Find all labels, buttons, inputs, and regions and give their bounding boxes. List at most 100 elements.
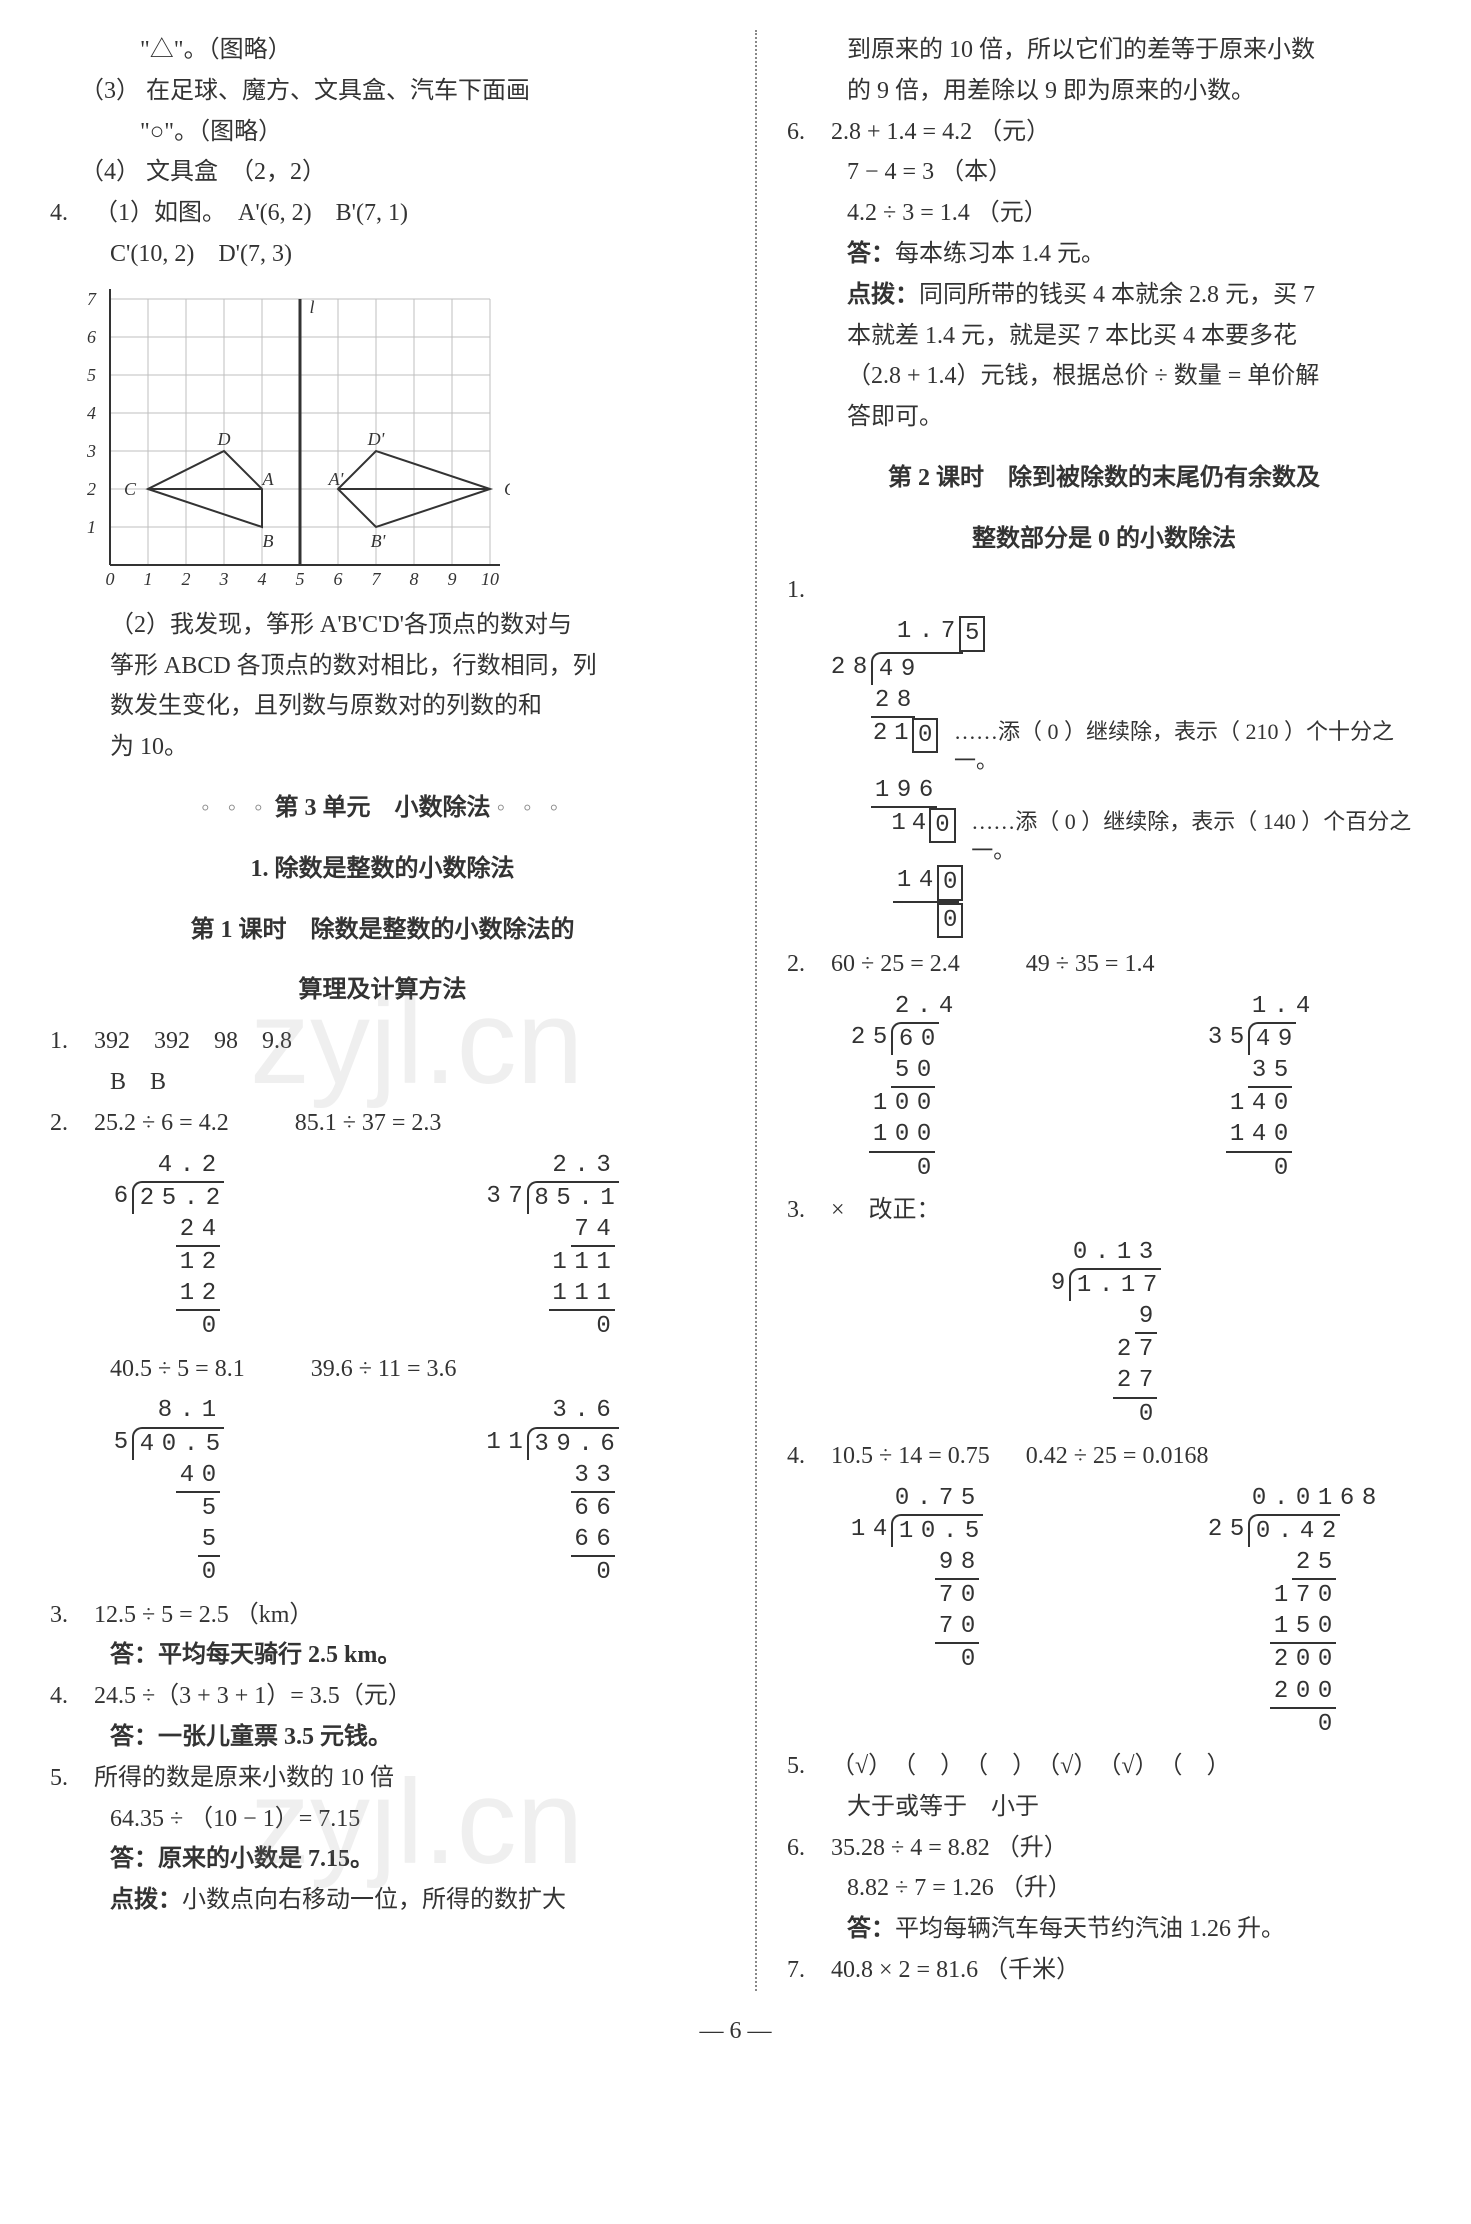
svg-text:4: 4 [87, 403, 96, 423]
long-division: 4.2625.22412120 [50, 1144, 343, 1349]
q-num: 2. [50, 1103, 94, 1144]
answer: 答：一张儿童票 3.5 元钱。 [110, 1724, 392, 1750]
text-line: 本就差 1.4 元，就是买 7 本比买 4 本要多花 [787, 316, 1421, 357]
page-columns: "△"。（图略） （3） 在足球、魔方、文具盒、汽车下面画 "○"。（图略） （… [50, 30, 1421, 1991]
lesson-2-title-b: 整数部分是 0 的小数除法 [787, 519, 1421, 560]
svg-text:6: 6 [87, 327, 96, 347]
svg-text:3: 3 [86, 441, 96, 461]
hint-label: 点拨： [110, 1887, 182, 1913]
question-5: 5. 所得的数是原来小数的 10 倍 [50, 1758, 715, 1799]
svg-text:C': C' [504, 479, 510, 499]
q-text: 35.28 ÷ 4 = 8.82 （升） [831, 1828, 1421, 1869]
text-line: 数发生变化，且列数与原数对的列数的和 [50, 686, 715, 727]
svg-text:1: 1 [144, 569, 153, 589]
q-num: 4. [50, 193, 94, 234]
left-column: "△"。（图略） （3） 在足球、魔方、文具盒、汽车下面画 "○"。（图略） （… [50, 30, 715, 1991]
q-text: 12.5 ÷ 5 = 2.5 （km） [94, 1595, 715, 1636]
calc-pair: 4.2625.22412120 2.33785.1741111110 [50, 1144, 715, 1349]
text-line: 为 10。 [50, 727, 715, 768]
text-line: 筝形 ABCD 各顶点的数对相比，行数相同，列 [50, 646, 715, 687]
question-4: 4. （1）如图。 A'(6, 2) B'(7, 1) [50, 193, 715, 234]
svg-text:6: 6 [334, 569, 343, 589]
text-line: （2.8 + 1.4）元钱，根据总价 ÷ 数量 = 单价解 [787, 356, 1421, 397]
q-num: 4. [50, 1676, 94, 1717]
svg-text:5: 5 [87, 365, 96, 385]
svg-text:A: A [262, 469, 275, 489]
answer: 答：原来的小数是 7.15。 [110, 1846, 374, 1872]
svg-text:B': B' [371, 531, 387, 551]
long-division-annotated: 1.75284928210……添（ 0 ）继续除，表示（ 210 ）个十分之一。… [787, 610, 1421, 944]
text-line: 40.5 ÷ 5 = 8.1 39.6 ÷ 11 = 3.6 [50, 1349, 715, 1390]
coordinate-graph: 0123456789101234567lCBADA'B'C'D' [80, 285, 510, 595]
text-line: B B [50, 1062, 715, 1103]
question-5: 5. （√） （ ） （ ） （√） （√） （ ） [787, 1746, 1421, 1787]
deco-dots: ◦ ◦ ◦ [201, 795, 269, 821]
svg-text:2: 2 [182, 569, 191, 589]
hint-text: 同同所带的钱买 4 本就余 2.8 元，买 7 [919, 282, 1315, 308]
long-division: 0.0168250.42251701502002000 [1144, 1477, 1421, 1747]
text-line: "○"。（图略） [50, 112, 715, 153]
svg-text:5: 5 [296, 569, 305, 589]
q-text: 所得的数是原来小数的 10 倍 [94, 1758, 715, 1799]
q-num: 6. [787, 112, 831, 153]
q-text: × 改正： [831, 1190, 1421, 1231]
svg-text:C: C [124, 479, 137, 499]
question-6: 6. 35.28 ÷ 4 = 8.82 （升） [787, 1828, 1421, 1869]
question-7: 7. 40.8 × 2 = 81.6 （千米） [787, 1950, 1421, 1991]
item-num: （4） [80, 152, 146, 193]
svg-text:4: 4 [258, 569, 267, 589]
page-number: — 6 — [50, 2011, 1421, 2052]
eq: 10.5 ÷ 14 = 0.75 [831, 1443, 990, 1469]
q-text: （√） （ ） （ ） （√） （√） （ ） [831, 1746, 1421, 1787]
right-column: 到原来的 10 倍，所以它们的差等于原来小数 的 9 倍，用差除以 9 即为原来… [755, 30, 1421, 1991]
calc-pair: 8.1540.540550 3.61139.63366660 [50, 1389, 715, 1594]
answer: 平均每辆汽车每天节约汽油 1.26 升。 [895, 1916, 1285, 1942]
list-item: （3） 在足球、魔方、文具盒、汽车下面画 [50, 71, 715, 112]
question-4: 4. 24.5 ÷（3 + 3 + 1）= 3.5（元） [50, 1676, 715, 1717]
svg-text:7: 7 [372, 569, 382, 589]
eq: 85.1 ÷ 37 = 2.3 [295, 1110, 442, 1136]
eq: 40.5 ÷ 5 = 8.1 [110, 1356, 245, 1382]
title-text: 第 3 单元 小数除法 [275, 795, 491, 821]
text-line: （2）我发现，筝形 A'B'C'D'各顶点的数对与 [50, 605, 715, 646]
hint-line: 点拨：小数点向右移动一位，所得的数扩大 [50, 1880, 715, 1921]
svg-text:8: 8 [410, 569, 419, 589]
eq: 39.6 ÷ 11 = 3.6 [311, 1356, 457, 1382]
text-line: 8.82 ÷ 7 = 1.26 （升） [787, 1868, 1421, 1909]
hint-line: 点拨：同同所带的钱买 4 本就余 2.8 元，买 7 [787, 275, 1421, 316]
text-line: "△"。（图略） [50, 30, 715, 71]
lesson-1-title-b: 算理及计算方法 [50, 970, 715, 1011]
long-division: 8.1540.540550 [50, 1389, 343, 1594]
q-num: 7. [787, 1950, 831, 1991]
q-text: 2.8 + 1.4 = 4.2 （元） [831, 112, 1421, 153]
eq: 0.42 ÷ 25 = 0.0168 [1026, 1443, 1209, 1469]
q-num: 1. [50, 1021, 94, 1062]
calc-pair: 2.42560501001000 1.43549351401400 [787, 985, 1421, 1190]
item-text: 文具盒 （2，2） [146, 152, 715, 193]
svg-text:l: l [309, 297, 314, 317]
text-line: 7 − 4 = 3 （本） [787, 152, 1421, 193]
deco-dots: ◦ ◦ ◦ [497, 795, 565, 821]
q-text: 392 392 98 9.8 [94, 1021, 715, 1062]
svg-text:3: 3 [219, 569, 229, 589]
q-num: 3. [787, 1190, 831, 1231]
eq: 49 ÷ 35 = 1.4 [1026, 951, 1155, 977]
svg-text:B: B [263, 531, 274, 551]
sub-title-1: 1. 除数是整数的小数除法 [50, 849, 715, 890]
text-line: C'(10, 2) D'(7, 3) [50, 234, 715, 275]
svg-text:9: 9 [448, 569, 457, 589]
text-line: 答即可。 [787, 397, 1421, 438]
q-text: 25.2 ÷ 6 = 4.2 85.1 ÷ 37 = 2.3 [94, 1103, 715, 1144]
answer: 每本练习本 1.4 元。 [895, 241, 1105, 267]
q-num: 1. [787, 570, 831, 611]
text-line: 大于或等于 小于 [787, 1787, 1421, 1828]
question-2: 2. 60 ÷ 25 = 2.4 49 ÷ 35 = 1.4 [787, 944, 1421, 985]
svg-text:1: 1 [87, 517, 96, 537]
calc-pair: 0.751410.59870700 0.0168250.422517015020… [787, 1477, 1421, 1747]
answer-line: 答：一张儿童票 3.5 元钱。 [50, 1717, 715, 1758]
svg-text:10: 10 [481, 569, 499, 589]
long-division: 3.61139.63366660 [423, 1389, 716, 1594]
answer-line: 答：平均每天骑行 2.5 km。 [50, 1635, 715, 1676]
item-text: 在足球、魔方、文具盒、汽车下面画 [146, 71, 715, 112]
question-6: 6. 2.8 + 1.4 = 4.2 （元） [787, 112, 1421, 153]
